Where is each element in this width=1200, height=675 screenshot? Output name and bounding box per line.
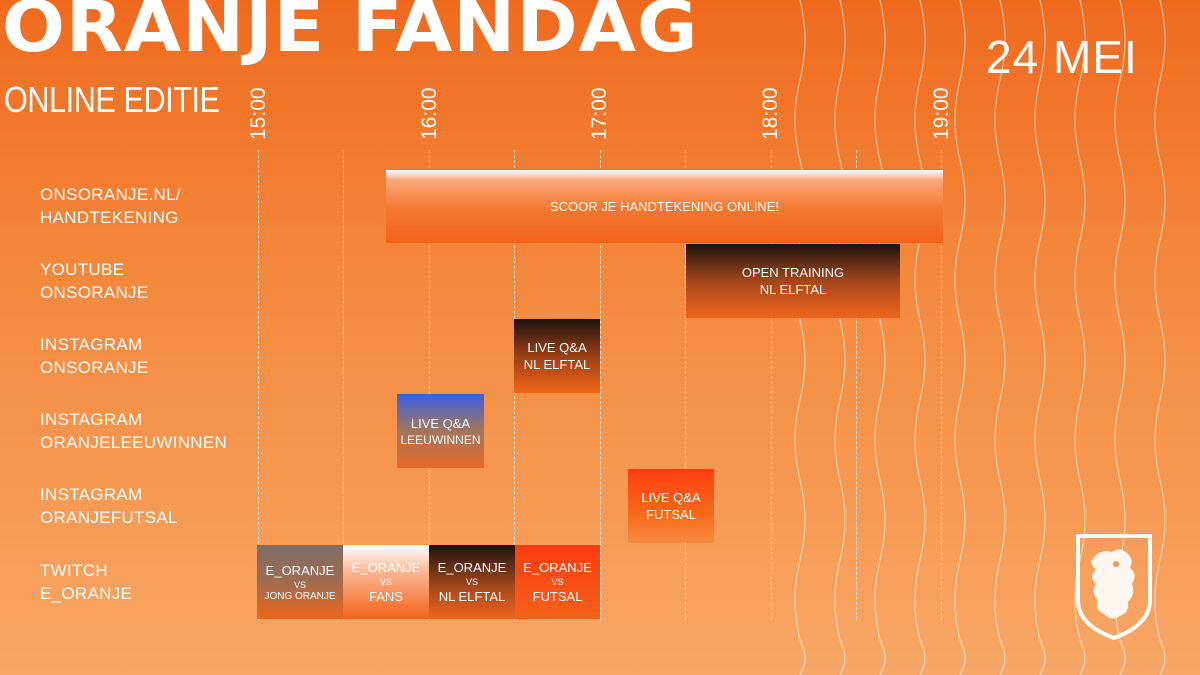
event-label: FANS: [369, 589, 403, 604]
event-autograph[interactable]: SCOOR JE HANDTEKENING ONLINE!: [386, 170, 943, 243]
event-label: E_ORANJE: [437, 560, 507, 575]
row-label-youtube: YOUTUBE ONSORANJE: [40, 258, 149, 304]
grid-line: [429, 150, 430, 620]
wave-pattern: [794, 0, 1166, 675]
event-twitch-jong-oranje[interactable]: E_ORANJE VS JONG ORANJE: [257, 545, 343, 619]
hour-label-16: 16:00: [418, 87, 441, 140]
event-label: FUTSAL: [532, 589, 583, 604]
row-label-line: ORANJEFUTSAL: [40, 508, 178, 527]
event-label: VS: [551, 577, 564, 587]
grid-line: [771, 150, 772, 620]
grid-line: [856, 150, 857, 620]
row-label-line: HANDTEKENING: [40, 208, 179, 227]
event-twitch-futsal[interactable]: E_ORANJE VS FUTSAL: [515, 545, 600, 619]
event-label: LIVE Q&A: [410, 415, 471, 431]
event-label: E_ORANJE: [265, 562, 335, 578]
event-twitch-nl-elftal[interactable]: E_ORANJE VS NL ELFTAL: [429, 545, 515, 619]
row-label-instagram-leeuwinnen: INSTAGRAM ORANJELEEUWINNEN: [40, 408, 227, 454]
event-qa-nl-elftal[interactable]: LIVE Q&A NL ELFTAL: [514, 319, 600, 393]
event-label: E_ORANJE: [351, 560, 421, 575]
event-label: JONG ORANJE: [264, 590, 336, 602]
hour-label-18: 18:00: [759, 87, 782, 140]
event-date: 24 MEI: [986, 31, 1138, 83]
lion-crest-icon: [1076, 534, 1152, 640]
grid-line: [343, 150, 344, 620]
hour-label-19: 19:00: [930, 87, 953, 140]
event-label: LIVE Q&A: [641, 490, 701, 505]
event-label: LEEUWINNEN: [400, 432, 481, 447]
grid-line: [600, 150, 601, 620]
row-label-line: INSTAGRAM: [40, 410, 143, 429]
row-label-line: TWITCH: [40, 561, 108, 580]
event-label: NL ELFTAL: [438, 589, 506, 604]
grid-line: [685, 150, 686, 620]
row-label-line: ORANJELEEUWINNEN: [40, 433, 228, 452]
page-subtitle: ONLINE EDITIE: [4, 79, 220, 120]
row-label-line: ONSORANJE: [40, 358, 149, 377]
hour-label-17: 17:00: [588, 87, 611, 140]
grid-line: [941, 150, 942, 620]
event-label: E_ORANJE: [523, 560, 592, 575]
row-label-line: E_ORANJE: [40, 584, 133, 603]
row-label-line: ONSORANJE: [40, 283, 149, 302]
event-label: NL ELFTAL: [523, 357, 591, 372]
event-open-training[interactable]: OPEN TRAINING NL ELFTAL: [686, 244, 900, 318]
row-label-handtekening: ONSORANJE.NL/ HANDTEKENING: [40, 183, 181, 229]
event-twitch-fans[interactable]: E_ORANJE VS FANS: [343, 545, 429, 619]
row-label-line: YOUTUBE: [40, 260, 125, 279]
grid-line: [258, 150, 259, 620]
event-label: LIVE Q&A: [527, 340, 587, 355]
event-label: VS: [293, 579, 306, 590]
row-label-line: INSTAGRAM: [40, 335, 143, 354]
row-label-instagram-futsal: INSTAGRAM ORANJEFUTSAL: [40, 483, 178, 529]
event-label: VS: [465, 577, 478, 587]
row-label-line: INSTAGRAM: [40, 485, 143, 504]
row-label-twitch: TWITCH E_ORANJE: [40, 559, 132, 605]
page-title: ORANJE FANDAG: [2, 0, 699, 68]
hour-label-15: 15:00: [247, 87, 270, 140]
event-label: OPEN TRAINING: [741, 265, 845, 280]
row-label-line: ONSORANJE.NL/: [40, 185, 181, 204]
event-label: VS: [379, 577, 392, 587]
row-label-instagram-onsoranje: INSTAGRAM ONSORANJE: [40, 333, 149, 379]
event-label: FUTSAL: [646, 507, 696, 522]
event-qa-futsal[interactable]: LIVE Q&A FUTSAL: [628, 469, 714, 543]
event-label: NL ELFTAL: [759, 282, 827, 297]
event-label: SCOOR JE HANDTEKENING ONLINE!: [550, 199, 779, 214]
event-qa-leeuwinnen[interactable]: LIVE Q&A LEEUWINNEN: [397, 394, 484, 468]
